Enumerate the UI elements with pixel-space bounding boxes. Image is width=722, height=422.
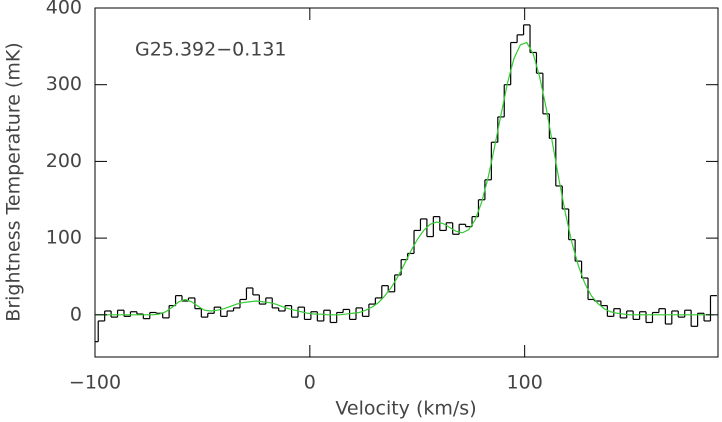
x-tick-label: −100 <box>69 372 121 394</box>
x-tick-label: 0 <box>304 372 316 394</box>
x-axis-label: Velocity (km/s) <box>335 398 476 420</box>
x-tick-label: 100 <box>507 372 543 394</box>
plot-area <box>95 24 717 343</box>
y-axis-label: Brightness Temperature (mK) <box>3 42 25 321</box>
y-tick-label: 200 <box>46 150 82 172</box>
y-tick-label: 300 <box>46 73 82 95</box>
y-tick-label: 100 <box>46 227 82 249</box>
plot-frame <box>94 7 719 358</box>
y-tick-label: 0 <box>70 303 82 325</box>
annotation: G25.392−0.131 <box>135 39 287 61</box>
y-tick-label: 400 <box>46 0 82 19</box>
fit-line <box>95 41 714 316</box>
